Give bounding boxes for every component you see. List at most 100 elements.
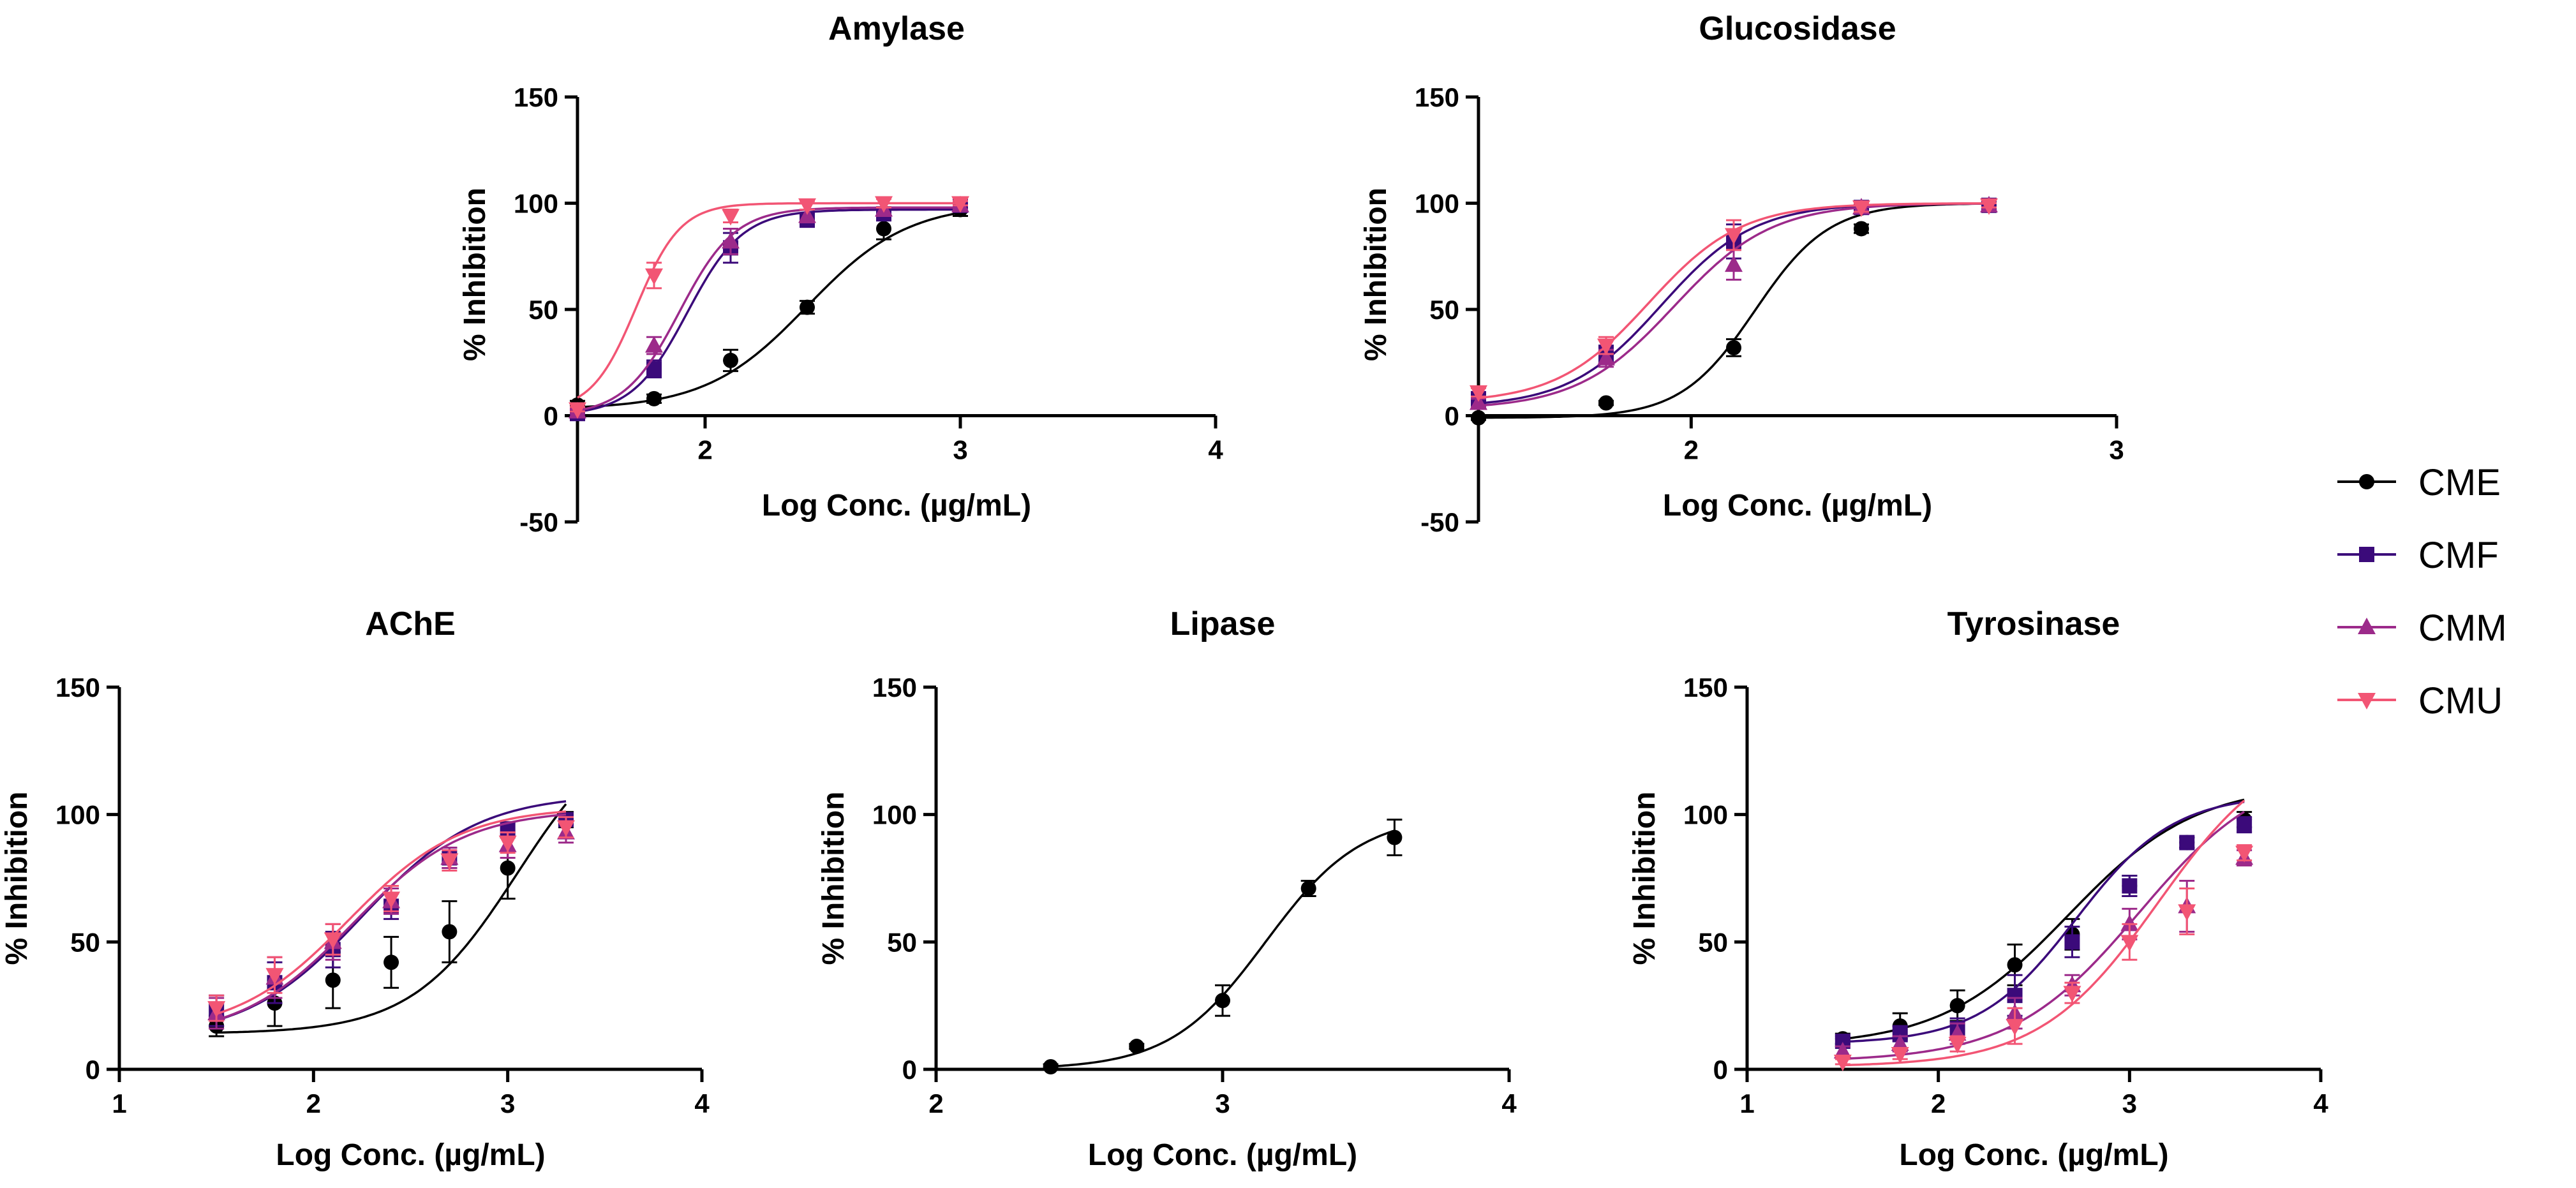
series-cmu [207, 810, 575, 1022]
x-tick-label: 4 [1501, 1088, 1517, 1118]
chart-title: Glucosidase [1699, 10, 1896, 47]
data-point [2006, 1019, 2024, 1036]
data-point [1725, 228, 1743, 245]
data-point [2120, 935, 2139, 952]
fit-curve [1050, 829, 1395, 1068]
y-axis-label: % Inhibition [1359, 188, 1393, 361]
data-point [1852, 200, 1870, 218]
data-point [2237, 817, 2252, 833]
y-tick-label: 150 [1683, 672, 1728, 702]
series-cme [1043, 819, 1403, 1075]
x-tick-label: 2 [1684, 435, 1699, 465]
data-point [722, 209, 740, 226]
fit-curve [1842, 798, 2245, 1041]
series-cmu [1470, 198, 1998, 402]
x-axis-label: Log Conc. (µg/mL) [276, 1138, 545, 1172]
series-cmf [1835, 801, 2252, 1050]
data-point [383, 954, 399, 970]
data-point [442, 924, 458, 940]
series-cmu [569, 196, 969, 419]
data-point [951, 196, 969, 213]
fit-curve [1842, 801, 2245, 1043]
y-tick-label: 0 [1445, 401, 1459, 431]
legend-label: CMM [2418, 607, 2507, 649]
x-tick-label: 3 [1215, 1088, 1230, 1118]
legend-label: CMU [2418, 680, 2503, 722]
data-point [2120, 914, 2139, 932]
y-tick-label: 50 [1698, 927, 1728, 957]
legend-item-cmm: CMM [2337, 607, 2507, 649]
x-tick-label: 3 [2109, 435, 2124, 465]
data-point [645, 268, 663, 285]
data-point [325, 972, 341, 988]
y-axis-label: % Inhibition [817, 792, 851, 965]
legend-marker [2359, 474, 2374, 489]
chart-glucosidase: Glucosidase -50 0 50 100 150 2 3 Log Conc. (µg/m… [1359, 10, 2124, 537]
data-point [324, 932, 342, 949]
x-tick-label: 2 [1931, 1088, 1946, 1118]
data-point [265, 968, 284, 985]
data-point [498, 835, 517, 852]
x-tick-label: 1 [112, 1088, 126, 1118]
y-tick-label: -50 [519, 507, 558, 537]
y-tick-label: -50 [1420, 507, 1459, 537]
data-point [1833, 1055, 1852, 1072]
x-tick-label: 4 [2313, 1088, 2328, 1118]
data-point [2179, 835, 2195, 850]
fit-curve [577, 208, 960, 413]
chart-tyrosinase: Tyrosinase 0 50 100 150 1 2 3 4 Log Conc. (µg/mL)… [1628, 605, 2328, 1172]
data-point [2122, 878, 2138, 894]
y-tick-label: 100 [1683, 800, 1728, 830]
data-point [1833, 1042, 1852, 1059]
data-point [1470, 385, 1487, 402]
data-point [1598, 395, 1614, 411]
data-point [2063, 986, 2081, 1003]
data-point [800, 299, 815, 315]
x-axis-label: Log Conc. (µg/mL) [1088, 1138, 1357, 1172]
chart-ache: AChE 0 50 100 150 1 2 3 4 Log Conc. (µg/mL) % Inhi… [0, 605, 710, 1172]
data-point [2178, 904, 2196, 921]
data-point [1891, 1047, 1909, 1064]
series-cmm [569, 195, 969, 419]
data-point [2235, 845, 2254, 863]
y-tick-label: 50 [70, 927, 100, 957]
data-point [1726, 339, 1741, 355]
y-tick-label: 0 [1713, 1055, 1728, 1085]
legend-item-cmu: CMU [2337, 680, 2503, 722]
data-point [207, 1001, 226, 1018]
data-point [1854, 221, 1869, 237]
legend-label: CMF [2418, 535, 2499, 576]
data-point [556, 820, 575, 837]
data-point [1129, 1039, 1145, 1055]
data-point [1597, 338, 1615, 355]
data-point [382, 891, 401, 909]
x-axis-label: Log Conc. (µg/mL) [1899, 1138, 2168, 1172]
x-axis-label: Log Conc. (µg/mL) [1663, 489, 1932, 523]
data-point [2064, 934, 2080, 950]
chart-title: Amylase [828, 10, 965, 47]
legend-marker [2358, 618, 2376, 634]
data-point [569, 402, 586, 419]
chart-title: AChE [365, 605, 456, 642]
series-cmm [207, 813, 575, 1030]
legend-marker [2358, 693, 2376, 709]
y-tick-label: 0 [544, 401, 558, 431]
data-point [1215, 993, 1230, 1009]
x-tick-label: 3 [2122, 1088, 2137, 1118]
y-tick-label: 50 [1429, 295, 1459, 325]
y-tick-label: 150 [56, 672, 100, 702]
y-tick-label: 0 [902, 1055, 917, 1085]
data-point [1043, 1059, 1059, 1075]
data-point [1597, 348, 1615, 366]
y-tick-label: 150 [1415, 82, 1459, 112]
fit-curve [577, 202, 960, 399]
y-tick-label: 50 [887, 927, 917, 957]
chart-title: Lipase [1170, 605, 1276, 642]
y-axis-label: % Inhibition [1628, 792, 1662, 965]
y-axis-label: % Inhibition [0, 792, 34, 965]
fit-curve [577, 206, 960, 412]
data-point [1948, 1037, 1967, 1054]
legend-item-cmf: CMF [2337, 535, 2499, 576]
y-tick-label: 0 [86, 1055, 100, 1085]
